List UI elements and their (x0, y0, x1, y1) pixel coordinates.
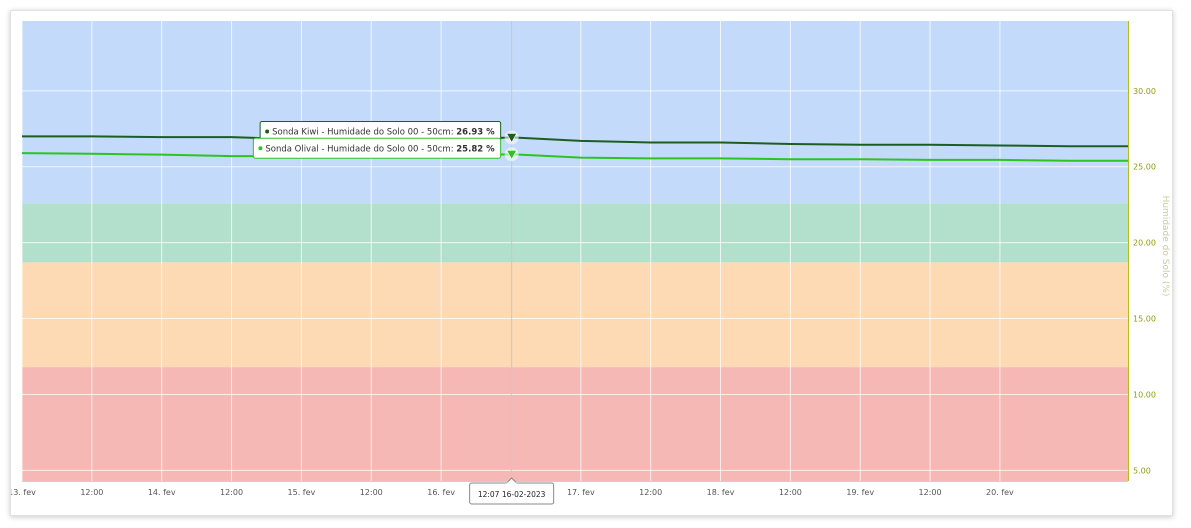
y-tick-label: 30.00 (1133, 87, 1156, 96)
tooltip-text: Sonda Kiwi - Humidade do Solo 00 - 50cm:… (272, 127, 495, 137)
chart-container: 13. fev 12:00 14. fev 12:00 15. fev 12:00 16. … (10, 10, 1173, 516)
y-axis-label: Humidade do Solo (%) (1160, 196, 1170, 297)
x-tick-label: 12:00 (779, 488, 802, 497)
y-tick-label: 15.00 (1133, 315, 1156, 324)
tooltip-series-label: Sonda Olival - Humidade do Solo 00 - 50c… (265, 144, 456, 154)
x-tick-label: 12:00 (220, 488, 243, 497)
band-3 (22, 367, 1128, 481)
crosshair-label-joint (506, 482, 517, 485)
x-tick-label: 12:00 (80, 488, 103, 497)
x-tick-label: 12:00 (639, 488, 662, 497)
series-lines (21, 135, 1128, 162)
x-tick-label: 15. fev (288, 488, 316, 497)
tooltips: Sonda Kiwi - Humidade do Solo 00 - 50cm:… (252, 120, 502, 159)
x-tick-label: 19. fev (846, 488, 874, 497)
soil-moisture-chart[interactable]: 13. fev 12:00 14. fev 12:00 15. fev 12:00 16. … (11, 11, 1172, 515)
y-tick-label: 20.00 (1133, 239, 1156, 248)
tooltip-value: 26.93 % (456, 127, 495, 137)
threshold-bands (22, 21, 1128, 481)
tooltip-box (252, 137, 502, 159)
series-line-1[interactable] (21, 152, 1128, 162)
y-tick-label: 10.00 (1133, 390, 1156, 399)
x-axis: 13. fev 12:00 14. fev 12:00 15. fev 12:00 16. … (11, 481, 1128, 497)
x-tick-label: 18. fev (707, 488, 735, 497)
tooltip-bullet (265, 129, 270, 134)
band-2 (22, 262, 1128, 368)
marker-1[interactable] (506, 149, 518, 160)
x-tick-label: 13. fev (11, 488, 36, 497)
y-tick-label: 5.00 (1133, 466, 1151, 475)
y-tick-label: 25.00 (1133, 163, 1156, 172)
x-tick-label: 14. fev (148, 488, 176, 497)
crosshair-label: 12:07 16-02-2023 (478, 490, 546, 499)
series-line-0[interactable] (22, 135, 1128, 148)
x-tick-label: 17. fev (567, 488, 595, 497)
band-1 (22, 203, 1128, 263)
y-axis: 5.00 10.00 15.00 20.00 25.00 30.00 (1128, 21, 1156, 481)
tooltip-text: Sonda Olival - Humidade do Solo 00 - 50c… (265, 144, 495, 154)
marker-0[interactable] (506, 133, 518, 144)
grid-lines (21, 21, 1128, 481)
tooltip-series-label: Sonda Kiwi - Humidade do Solo 00 - 50cm: (272, 127, 456, 137)
x-tick-label: 16. fev (427, 488, 455, 497)
tooltip-bullet (258, 146, 263, 151)
tooltip-1: Sonda Olival - Humidade do Solo 00 - 50c… (252, 137, 502, 159)
crosshair: 12:07 16-02-2023 (469, 21, 555, 505)
x-tick-label: 12:00 (919, 488, 942, 497)
band-0 (22, 21, 1128, 204)
tooltip-value: 25.82 % (456, 144, 495, 154)
x-tick-label: 20. fev (986, 488, 1014, 497)
x-tick-label: 12:00 (360, 488, 383, 497)
